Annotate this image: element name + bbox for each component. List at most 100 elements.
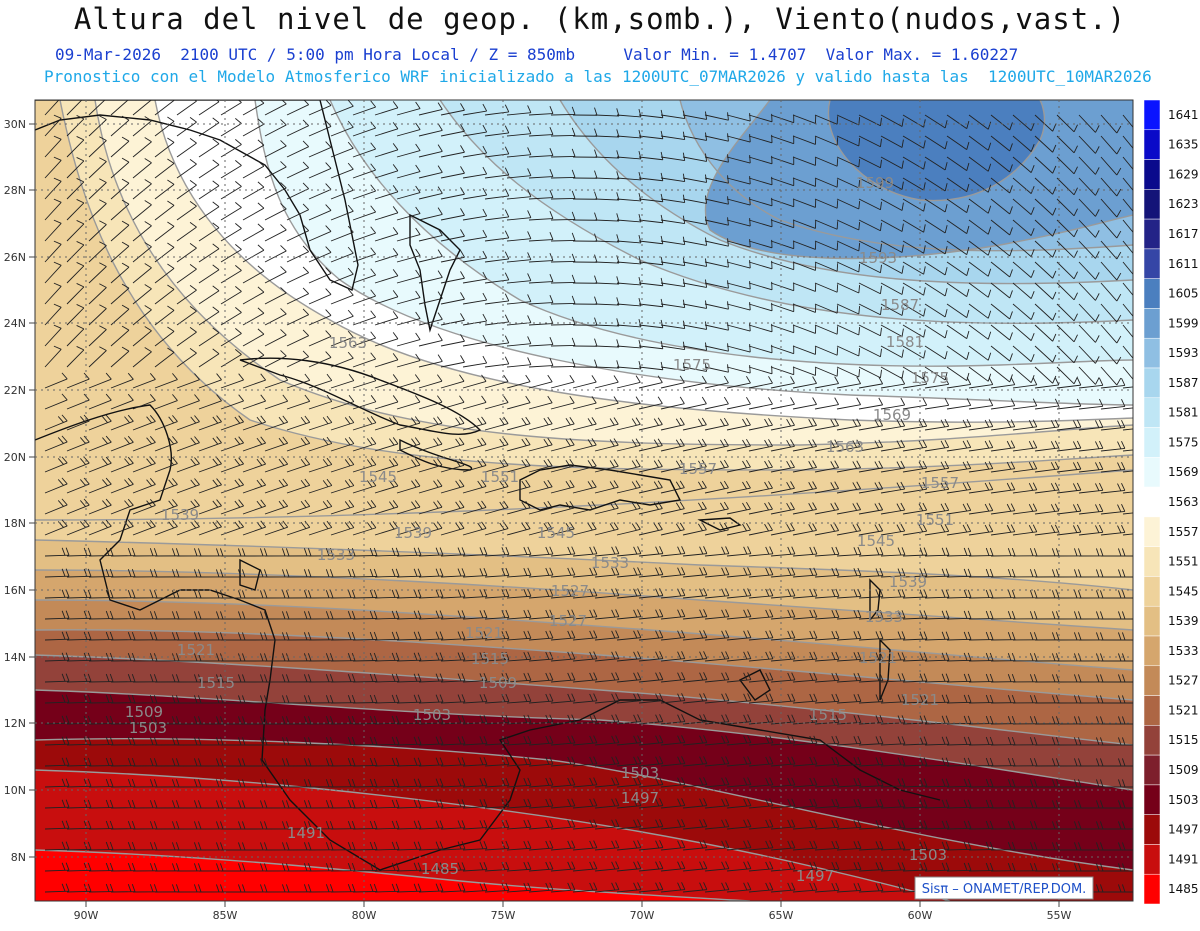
legend-swatch [1144, 130, 1160, 160]
contour-label: 1533 [591, 554, 629, 572]
contour-label: 1545 [359, 468, 397, 486]
contour-label: 1593 [859, 249, 897, 267]
contour-label: 1539 [161, 506, 199, 524]
contour-label: 1503 [621, 764, 659, 782]
legend-label: 1563 [1168, 495, 1199, 509]
lat-label: 30N [4, 118, 26, 131]
lat-label: 12N [4, 717, 26, 730]
contour-label: 1521 [901, 691, 939, 709]
legend-label: 1575 [1168, 435, 1199, 449]
contour-label: 1503 [129, 719, 167, 737]
contour-label: 1563 [329, 334, 367, 352]
contour-label: 1575 [673, 356, 711, 374]
contour-label: 1509 [479, 674, 517, 692]
contour-label: 1557 [679, 460, 717, 478]
chart-title: Altura del nivel de geop. (km,somb.), Vi… [0, 2, 1200, 36]
color-legend: 1641163516291623161716111605159915931587… [1144, 100, 1199, 904]
lon-label: 70W [630, 909, 655, 922]
legend-label: 1509 [1168, 763, 1199, 777]
legend-label: 1533 [1168, 644, 1199, 658]
credit-text: Sisπ – ONAMET/REP.DOM. [922, 882, 1087, 897]
legend-swatch [1144, 487, 1160, 517]
contour-label: 1551 [481, 468, 519, 486]
map-panel: 1599 1593 1587 1581 1575 1575 1569 1563 1563 1557… [0, 90, 1200, 927]
map-svg: 1599 1593 1587 1581 1575 1575 1569 1563 1563 1557… [0, 90, 1200, 927]
legend-swatch [1144, 874, 1160, 904]
contour-label: 1527 [549, 612, 587, 630]
legend-swatch [1144, 815, 1160, 845]
lon-label: 60W [908, 909, 933, 922]
lat-label: 28N [4, 184, 26, 197]
legend-swatch [1144, 576, 1160, 606]
legend-label: 1611 [1168, 257, 1199, 271]
contour-label: 1515 [809, 706, 847, 724]
valid-time-text: 09-Mar-2026 2100 UTC / 5:00 pm Hora Loca… [55, 45, 575, 64]
legend-label: 1629 [1168, 167, 1199, 181]
legend-swatch [1144, 308, 1160, 338]
lon-label: 75W [491, 909, 516, 922]
legend-swatch [1144, 398, 1160, 428]
contour-label: 1497 [796, 867, 834, 885]
legend-label: 1545 [1168, 584, 1199, 598]
model-info-line: Pronostico con el Modelo Atmosferico WRF… [44, 67, 1152, 86]
contour-label: 1491 [287, 824, 325, 842]
legend-swatch [1144, 844, 1160, 874]
min-max-text: Valor Min. = 1.4707 Valor Max. = 1.60227 [623, 45, 1018, 64]
contour-label: 1485 [421, 860, 459, 878]
contour-label: 1521 [859, 649, 897, 667]
legend-swatch [1144, 428, 1160, 458]
legend-swatch [1144, 785, 1160, 815]
legend-label: 1539 [1168, 614, 1199, 628]
legend-swatch [1144, 338, 1160, 368]
legend-label: 1569 [1168, 465, 1199, 479]
legend-label: 1503 [1168, 793, 1199, 807]
legend-swatch [1144, 755, 1160, 785]
valid-time-line: 09-Mar-2026 2100 UTC / 5:00 pm Hora Loca… [55, 45, 1018, 64]
contour-label: 1581 [886, 333, 924, 351]
legend-label: 1623 [1168, 197, 1199, 211]
legend-label: 1515 [1168, 733, 1199, 747]
legend-label: 1587 [1168, 376, 1199, 390]
legend-swatch [1144, 100, 1160, 130]
contour-label: 1563 [826, 438, 864, 456]
lat-label: 10N [4, 784, 26, 797]
lat-label: 24N [4, 317, 26, 330]
legend-swatch [1144, 725, 1160, 755]
contour-label: 1497 [621, 789, 659, 807]
legend-label: 1527 [1168, 674, 1199, 688]
lon-label: 90W [74, 909, 99, 922]
contour-label: 1539 [889, 573, 927, 591]
contour-label: 1599 [856, 174, 894, 192]
contour-label: 1521 [465, 624, 503, 642]
legend-label: 1551 [1168, 555, 1199, 569]
contour-label: 1503 [909, 846, 947, 864]
legend-label: 1581 [1168, 406, 1199, 420]
legend-swatch [1144, 160, 1160, 190]
legend-label: 1635 [1168, 138, 1199, 152]
legend-swatch [1144, 368, 1160, 398]
lat-label: 14N [4, 651, 26, 664]
credit-box: Sisπ – ONAMET/REP.DOM. [915, 877, 1093, 899]
contour-label: 1551 [916, 511, 954, 529]
lon-label: 85W [213, 909, 238, 922]
legend-swatch [1144, 696, 1160, 726]
lat-label: 20N [4, 451, 26, 464]
legend-swatch [1144, 517, 1160, 547]
lat-label: 22N [4, 384, 26, 397]
legend-label: 1605 [1168, 287, 1199, 301]
contour-label: 1503 [413, 706, 451, 724]
contour-label: 1545 [537, 524, 575, 542]
contour-label: 1533 [317, 546, 355, 564]
legend-swatch [1144, 547, 1160, 577]
lat-label: 16N [4, 584, 26, 597]
contour-label: 1569 [873, 406, 911, 424]
legend-swatch [1144, 606, 1160, 636]
legend-swatch [1144, 219, 1160, 249]
legend-label: 1599 [1168, 316, 1199, 330]
legend-swatch [1144, 249, 1160, 279]
legend-label: 1557 [1168, 525, 1199, 539]
legend-label: 1617 [1168, 227, 1199, 241]
legend-swatch [1144, 666, 1160, 696]
legend-swatch [1144, 636, 1160, 666]
legend-swatch [1144, 189, 1160, 219]
